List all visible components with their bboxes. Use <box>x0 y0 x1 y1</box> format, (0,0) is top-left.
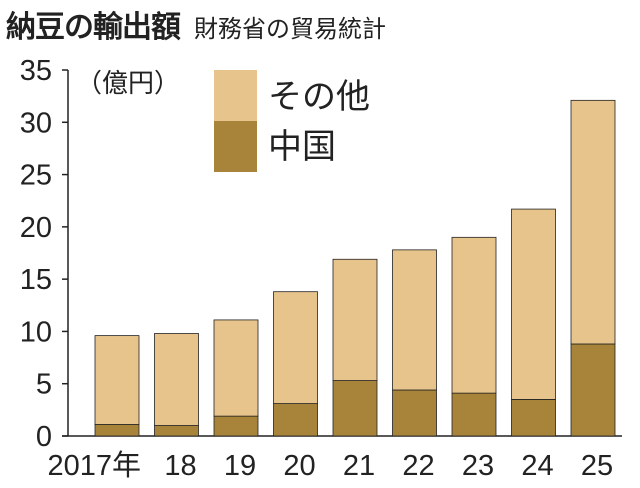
bar-中国 <box>154 425 199 437</box>
bar-その他 <box>154 333 199 426</box>
bar-その他 <box>94 335 140 425</box>
chart-header: 納豆の輸出額 財務省の貿易統計 <box>6 2 386 46</box>
legend-swatch <box>214 121 257 172</box>
bar-その他 <box>451 236 497 394</box>
bar-中国 <box>94 424 140 437</box>
x-tick-label: 22 <box>402 450 434 482</box>
bar-中国 <box>451 392 497 437</box>
x-tick-label: 21 <box>343 450 375 482</box>
x-tick-label: 23 <box>462 450 494 482</box>
chart-title: 納豆の輸出額 <box>6 10 181 45</box>
x-tick-label: 2017年 <box>47 449 141 482</box>
x-tick-label: 19 <box>224 450 256 482</box>
legend-label: その他 <box>268 78 370 116</box>
y-tick-label: 0 <box>36 421 52 453</box>
y-tick-label: 10 <box>20 316 52 348</box>
bar-中国 <box>511 398 556 437</box>
chart-subtitle: 財務省の貿易統計 <box>194 15 386 43</box>
bar-その他 <box>273 291 318 404</box>
bar-その他 <box>392 249 437 391</box>
bar-中国 <box>392 389 437 437</box>
y-tick-label: 5 <box>36 369 52 401</box>
bar-中国 <box>570 343 616 437</box>
y-axis-label: （億円） <box>76 68 180 98</box>
y-tick-label: 30 <box>20 107 52 139</box>
x-tick-label: 25 <box>581 450 613 482</box>
bar-その他 <box>332 258 378 381</box>
bar-中国 <box>273 403 318 437</box>
y-tick-label: 20 <box>20 212 52 244</box>
x-tick-label: 24 <box>521 450 553 482</box>
y-tick-label: 35 <box>20 55 52 87</box>
y-tick-label: 25 <box>20 160 52 192</box>
bar-中国 <box>213 415 259 437</box>
bar-中国 <box>332 380 378 437</box>
x-tick-label: 20 <box>283 450 315 482</box>
bar-その他 <box>213 319 259 417</box>
legend-label: 中国 <box>268 128 336 166</box>
x-tick-label: 18 <box>164 450 196 482</box>
y-tick-label: 15 <box>20 264 52 296</box>
bar-その他 <box>511 208 556 400</box>
legend-swatch <box>214 70 257 121</box>
bar-その他 <box>570 99 616 345</box>
